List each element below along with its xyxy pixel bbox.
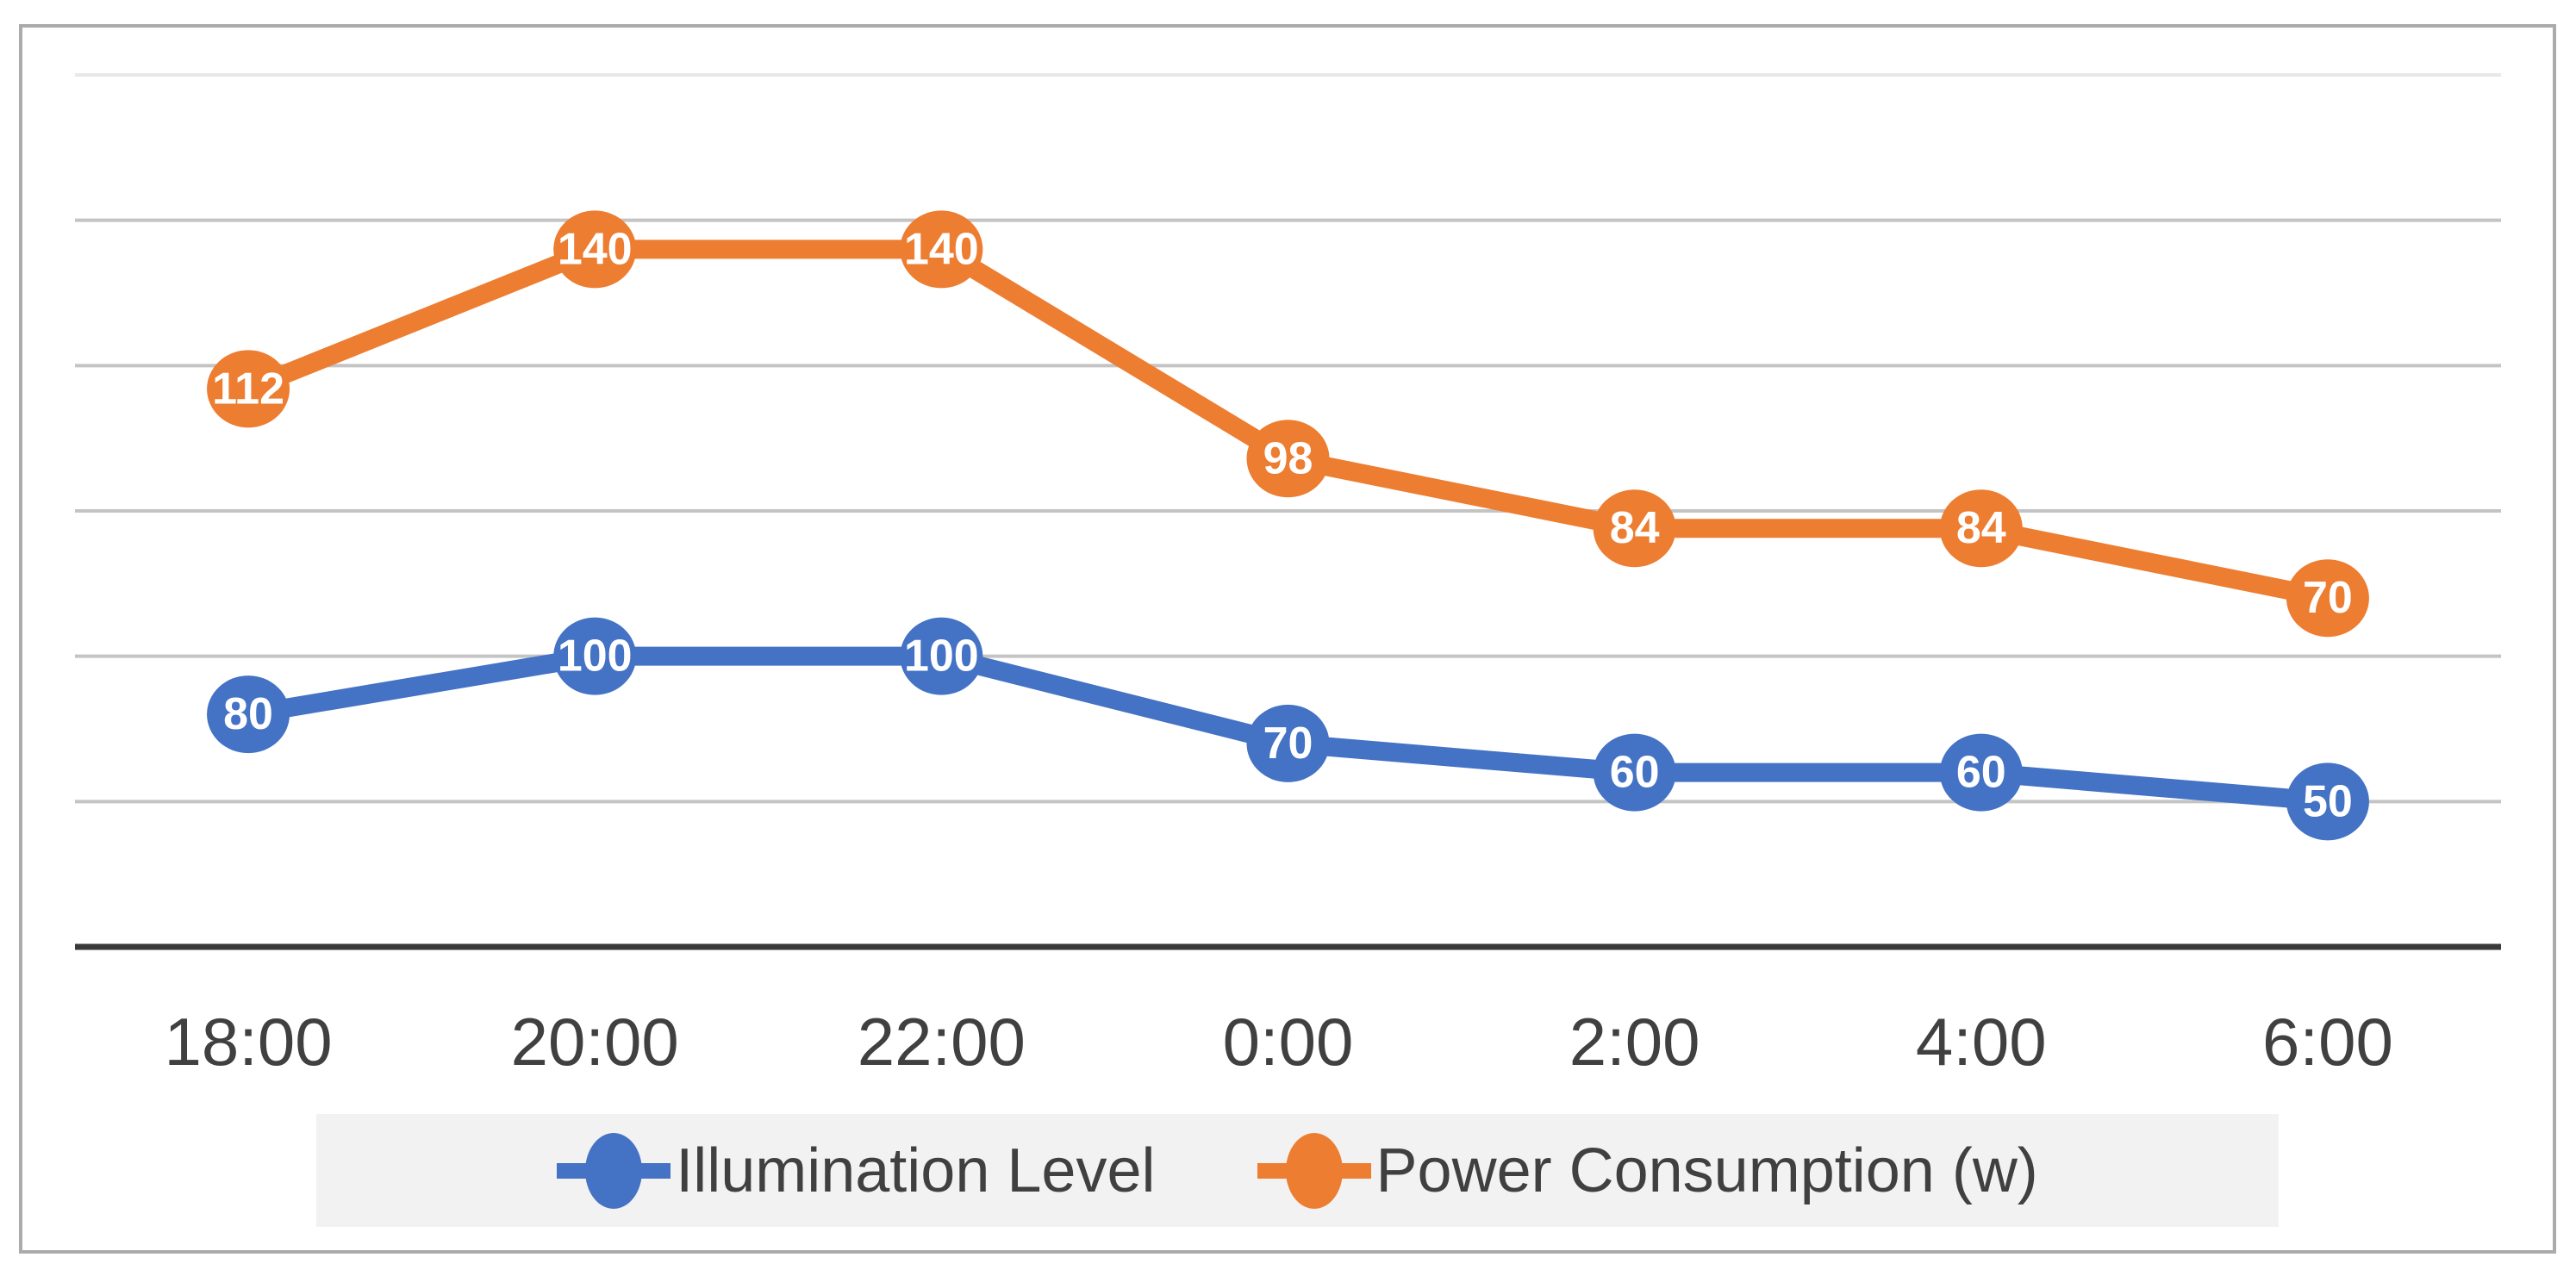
data-point-marker xyxy=(1246,420,1330,498)
data-point-label: 80 xyxy=(223,689,273,739)
data-point-label: 70 xyxy=(1263,719,1313,769)
x-tick-label: 18:00 xyxy=(164,1004,332,1080)
x-tick-label: 6:00 xyxy=(2262,1004,2393,1080)
data-point-label: 100 xyxy=(558,632,633,682)
data-point-label: 84 xyxy=(1956,503,2006,553)
data-point-marker xyxy=(1939,489,2023,568)
data-point-marker xyxy=(2286,762,2369,841)
x-tick-label: 2:00 xyxy=(1569,1004,1700,1080)
data-point-label: 140 xyxy=(558,224,633,274)
data-point-label: 60 xyxy=(1610,748,1660,798)
data-point-label: 50 xyxy=(2303,776,2353,826)
data-point-label: 100 xyxy=(904,632,979,682)
legend-label: Illumination Level xyxy=(676,1136,1156,1205)
data-point-label: 70 xyxy=(2303,573,2353,623)
legend-item-illumination-level: Illumination Level xyxy=(557,1130,1156,1212)
legend-item-power-consumption: Power Consumption (w) xyxy=(1257,1130,2038,1212)
data-point-label: 60 xyxy=(1956,748,2006,798)
data-point-marker xyxy=(900,617,983,695)
data-point-marker xyxy=(1593,489,1676,568)
x-tick-label: 0:00 xyxy=(1223,1004,1354,1080)
legend: Illumination Level Power Consumption (w) xyxy=(316,1114,2279,1227)
data-point-label: 84 xyxy=(1610,503,1660,553)
data-point-marker xyxy=(1593,733,1676,812)
data-point-marker xyxy=(2286,559,2369,638)
chart-border xyxy=(19,24,2556,1254)
data-point-marker xyxy=(900,210,983,289)
data-point-label: 112 xyxy=(212,364,284,414)
data-point-marker xyxy=(553,617,637,695)
legend-line-marker-icon xyxy=(1257,1132,1371,1209)
data-point-marker xyxy=(553,210,637,289)
data-point-marker xyxy=(207,350,290,428)
data-point-label: 98 xyxy=(1263,433,1313,483)
legend-label: Power Consumption (w) xyxy=(1375,1136,2038,1205)
data-point-marker xyxy=(1246,704,1330,782)
data-point-marker xyxy=(207,675,290,754)
data-point-marker xyxy=(1939,733,2023,812)
x-tick-label: 4:00 xyxy=(1916,1004,2047,1080)
data-point-label: 140 xyxy=(904,224,979,274)
legend-line-marker-icon xyxy=(557,1132,671,1209)
x-tick-label: 22:00 xyxy=(858,1004,1026,1080)
x-tick-label: 20:00 xyxy=(511,1004,679,1080)
